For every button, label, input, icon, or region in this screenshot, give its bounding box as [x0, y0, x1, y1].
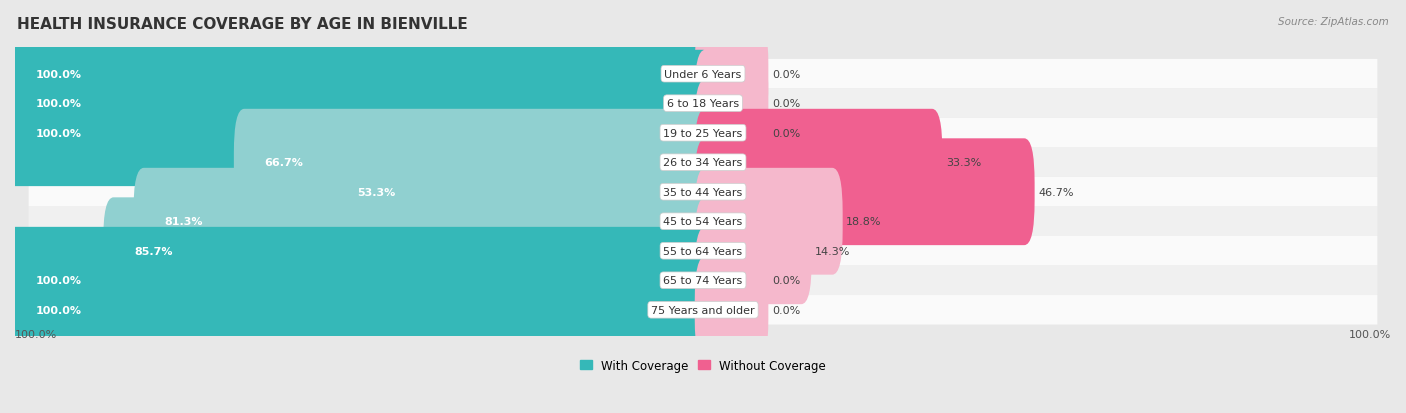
Text: 18.8%: 18.8%	[846, 217, 882, 227]
Text: 55 to 64 Years: 55 to 64 Years	[664, 246, 742, 256]
FancyBboxPatch shape	[4, 80, 713, 187]
FancyBboxPatch shape	[4, 227, 713, 334]
FancyBboxPatch shape	[28, 236, 1378, 266]
Text: 100.0%: 100.0%	[15, 329, 58, 339]
FancyBboxPatch shape	[695, 80, 768, 187]
FancyBboxPatch shape	[695, 198, 811, 304]
FancyBboxPatch shape	[695, 109, 942, 216]
FancyBboxPatch shape	[103, 198, 713, 304]
Text: Under 6 Years: Under 6 Years	[665, 69, 741, 79]
FancyBboxPatch shape	[695, 139, 1035, 246]
Text: 100.0%: 100.0%	[35, 275, 82, 285]
FancyBboxPatch shape	[4, 51, 713, 157]
FancyBboxPatch shape	[695, 257, 768, 363]
Text: 6 to 18 Years: 6 to 18 Years	[666, 99, 740, 109]
FancyBboxPatch shape	[28, 266, 1378, 295]
Text: 0.0%: 0.0%	[772, 275, 800, 285]
Text: 35 to 44 Years: 35 to 44 Years	[664, 187, 742, 197]
Text: 75 Years and older: 75 Years and older	[651, 305, 755, 315]
Text: 100.0%: 100.0%	[35, 69, 82, 79]
Text: 0.0%: 0.0%	[772, 305, 800, 315]
Text: 46.7%: 46.7%	[1038, 187, 1074, 197]
Legend: With Coverage, Without Coverage: With Coverage, Without Coverage	[575, 354, 831, 377]
Text: 100.0%: 100.0%	[35, 305, 82, 315]
Text: 19 to 25 Years: 19 to 25 Years	[664, 128, 742, 138]
Text: 100.0%: 100.0%	[1348, 329, 1391, 339]
FancyBboxPatch shape	[28, 119, 1378, 148]
FancyBboxPatch shape	[695, 51, 768, 157]
FancyBboxPatch shape	[28, 178, 1378, 207]
Text: 14.3%: 14.3%	[815, 246, 851, 256]
Text: 45 to 54 Years: 45 to 54 Years	[664, 217, 742, 227]
Text: 66.7%: 66.7%	[264, 158, 304, 168]
FancyBboxPatch shape	[326, 139, 713, 246]
Text: 26 to 34 Years: 26 to 34 Years	[664, 158, 742, 168]
FancyBboxPatch shape	[134, 169, 713, 275]
Text: 0.0%: 0.0%	[772, 128, 800, 138]
Text: 0.0%: 0.0%	[772, 99, 800, 109]
FancyBboxPatch shape	[233, 109, 713, 216]
Text: HEALTH INSURANCE COVERAGE BY AGE IN BIENVILLE: HEALTH INSURANCE COVERAGE BY AGE IN BIEN…	[17, 17, 468, 31]
FancyBboxPatch shape	[695, 169, 842, 275]
FancyBboxPatch shape	[28, 148, 1378, 178]
FancyBboxPatch shape	[28, 60, 1378, 89]
FancyBboxPatch shape	[4, 21, 713, 128]
FancyBboxPatch shape	[4, 257, 713, 363]
FancyBboxPatch shape	[28, 295, 1378, 325]
FancyBboxPatch shape	[28, 207, 1378, 236]
Text: 65 to 74 Years: 65 to 74 Years	[664, 275, 742, 285]
Text: 33.3%: 33.3%	[946, 158, 981, 168]
Text: 85.7%: 85.7%	[134, 246, 173, 256]
Text: 53.3%: 53.3%	[357, 187, 395, 197]
FancyBboxPatch shape	[695, 227, 768, 334]
Text: Source: ZipAtlas.com: Source: ZipAtlas.com	[1278, 17, 1389, 26]
Text: 0.0%: 0.0%	[772, 69, 800, 79]
Text: 81.3%: 81.3%	[165, 217, 202, 227]
Text: 100.0%: 100.0%	[35, 99, 82, 109]
FancyBboxPatch shape	[695, 21, 768, 128]
FancyBboxPatch shape	[28, 89, 1378, 119]
Text: 100.0%: 100.0%	[35, 128, 82, 138]
